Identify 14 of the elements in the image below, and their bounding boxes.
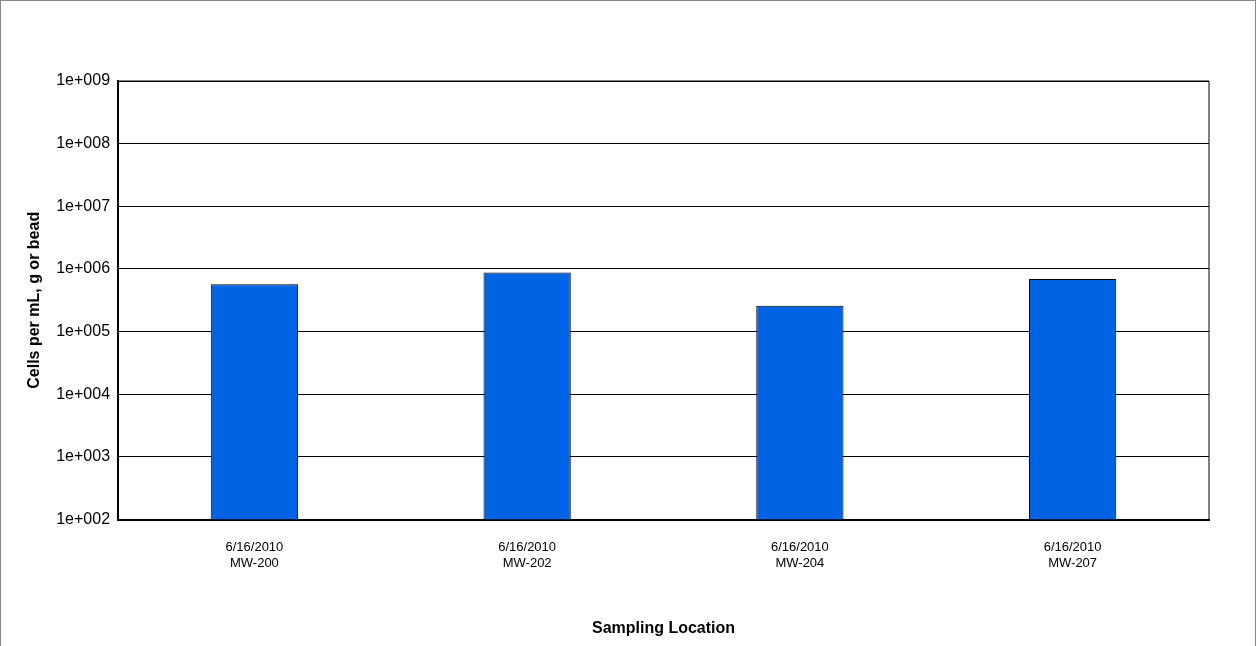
y-axis-title: Cells per mL, g or bead	[25, 211, 43, 389]
y-tick-label: 1e+006	[56, 259, 111, 277]
y-tick-label: 1e+007	[56, 196, 111, 214]
x-tick-label: 6/16/2010 MW-202	[498, 538, 557, 570]
x-tick-label: 6/16/2010 MW-204	[770, 538, 829, 570]
y-tick-label: 1e+004	[56, 384, 111, 402]
x-axis-title: Sampling Location	[591, 618, 736, 636]
y-tick-label: 1e+009	[56, 71, 111, 89]
x-tick-label: 6/16/2010 MW-200	[225, 538, 284, 570]
x-tick-label: 6/16/2010 MW-207	[1043, 538, 1102, 570]
y-tick-label: 1e+002	[56, 510, 111, 528]
y-tick-label: 1e+005	[56, 322, 111, 340]
y-tick-label: 1e+003	[56, 447, 111, 465]
y-tick-label: 1e+008	[56, 134, 111, 152]
